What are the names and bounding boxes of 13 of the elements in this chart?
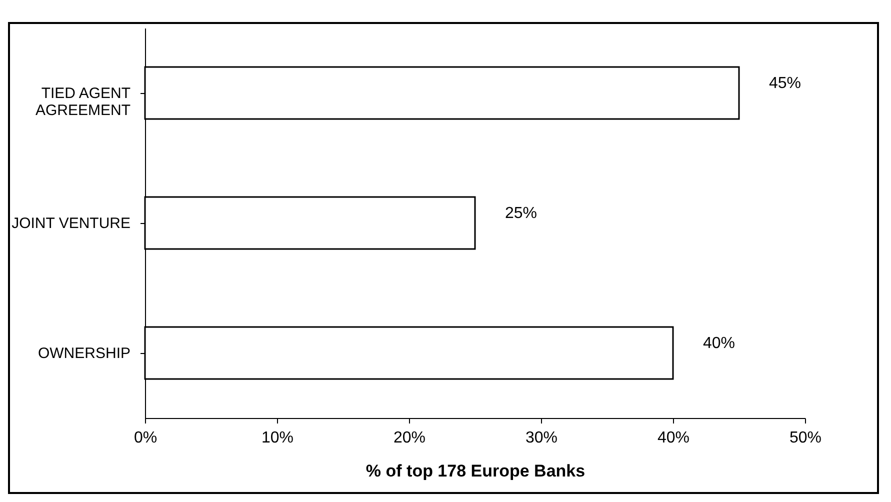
x-tick-label: 40% xyxy=(657,430,690,446)
y-tick-label: OWNERSHIP xyxy=(38,345,130,362)
x-tick-label: 10% xyxy=(261,430,294,446)
x-tick-label: 30% xyxy=(525,430,558,446)
y-tick-label: JOINT VENTURE xyxy=(12,215,130,232)
x-axis-title: % of top 178 Europe Banks xyxy=(366,462,586,480)
y-tick-label: TIED AGENT AGREEMENT xyxy=(35,85,130,119)
x-tick-label: 50% xyxy=(789,430,822,446)
data-label: 40% xyxy=(703,335,736,352)
x-tick-label: 0% xyxy=(134,430,158,446)
data-label: 25% xyxy=(505,205,538,222)
x-tick-label: 20% xyxy=(393,430,426,446)
data-label: 45% xyxy=(769,75,802,92)
